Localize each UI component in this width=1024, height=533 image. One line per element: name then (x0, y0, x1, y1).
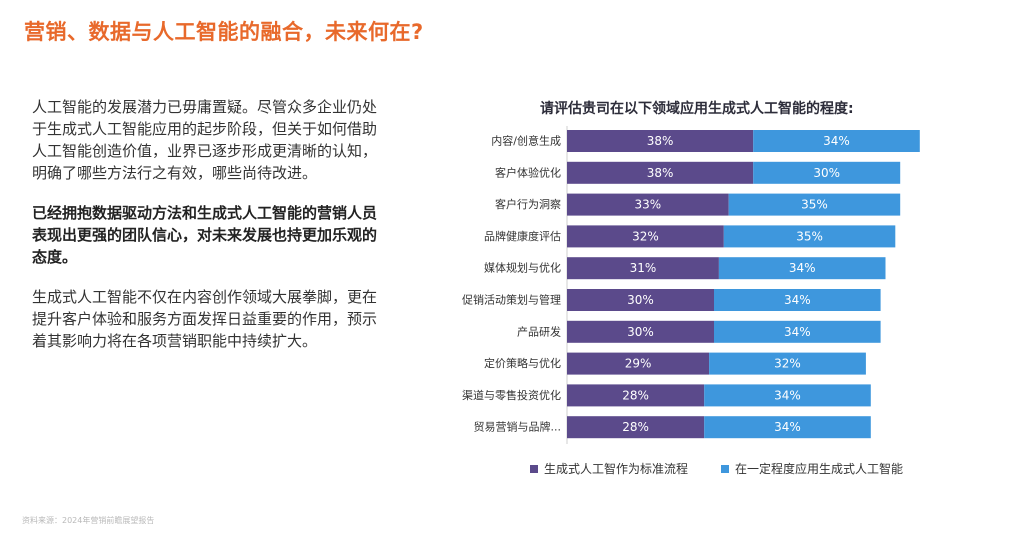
category-label: 贸易营销与品牌... (474, 420, 562, 434)
source-note: 资料来源：2024年营销前瞻展望报告 (22, 516, 155, 525)
bar-series-2 (728, 193, 901, 216)
category-label: 内容/创意生成 (491, 134, 561, 148)
page-title: 营销、数据与人工智能的融合，未来何在? (24, 20, 424, 44)
highlight-paragraph: 已经拥抱数据驱动方法和生成式人工智能的营销人员表现出更强的团队信心，对未来发展也… (32, 204, 378, 266)
data-label-series-1: 29% (625, 357, 652, 371)
bar-series-1 (567, 289, 714, 311)
category-label: 品牌健康度评估 (484, 229, 561, 243)
chart-title: 请评估贵司在以下领域应用生成式人工智能的程度: (540, 101, 854, 117)
data-label-series-2: 35% (796, 229, 823, 243)
data-label-series-2: 34% (823, 134, 850, 148)
text-column: 人工智能的发展潜力已毋庸置疑。尽管众多企业仍处于生成式人工智能应用的起步阶段，但… (32, 96, 382, 370)
bar-series-1 (567, 161, 754, 184)
data-label-series-1: 38% (647, 134, 674, 148)
bar-series-2 (723, 225, 896, 248)
data-label-series-1: 32% (632, 229, 659, 243)
data-label-series-2: 35% (801, 198, 828, 212)
data-label-series-1: 33% (635, 198, 662, 212)
bar-series-1 (567, 225, 724, 248)
data-label-series-2: 34% (774, 420, 801, 434)
legend-item-series-1: 生成式人工智作为标准流程 (530, 460, 688, 477)
data-label-series-2: 30% (813, 166, 840, 180)
data-label-series-2: 34% (784, 325, 811, 339)
bar-series-2 (753, 130, 920, 152)
bar-series-2 (753, 161, 901, 184)
bar-series-1 (567, 352, 710, 375)
bar-series-2 (704, 384, 871, 407)
bar-series-1 (567, 384, 705, 407)
legend-label-series-2: 在一定程度应用生成式人工智能 (735, 462, 904, 476)
data-label-series-2: 32% (774, 357, 801, 371)
bar-series-2 (718, 257, 886, 280)
data-label-series-2: 34% (774, 388, 801, 402)
category-label: 促销活动策划与管理 (462, 293, 561, 307)
data-label-series-1: 30% (627, 293, 654, 307)
category-label: 产品研发 (517, 324, 561, 338)
bar-series-1 (567, 193, 729, 216)
bar-series-1 (567, 257, 719, 280)
data-label-series-1: 30% (627, 325, 654, 339)
legend-swatch-series-2 (721, 464, 729, 473)
outlook-paragraph: 生成式人工智能不仅在内容创作领域大展拳脚，更在提升客户体验和服务方面发挥日益重要… (32, 288, 378, 350)
bar-series-1 (567, 130, 754, 152)
legend-item-series-2: 在一定程度应用生成式人工智能 (721, 460, 903, 477)
category-label: 客户体验优化 (495, 165, 561, 179)
bar-series-1 (567, 320, 714, 343)
legend-swatch-series-1 (530, 464, 538, 473)
data-label-series-1: 31% (630, 261, 657, 275)
legend-label-series-1: 生成式人工智作为标准流程 (544, 462, 689, 476)
data-label-series-2: 34% (789, 261, 816, 275)
data-label-series-1: 28% (622, 420, 649, 434)
bar-series-1 (567, 416, 705, 439)
data-label-series-2: 34% (784, 293, 811, 307)
category-label: 渠道与零售投资优化 (462, 388, 561, 402)
bar-series-2 (714, 320, 881, 343)
bar-series-2 (704, 416, 871, 439)
data-label-series-1: 38% (647, 166, 674, 180)
category-label: 定价策略与优化 (484, 356, 561, 370)
category-label: 客户行为洞察 (495, 197, 561, 211)
bar-series-2 (709, 352, 866, 375)
category-label: 媒体规划与优化 (484, 261, 561, 275)
data-label-series-1: 28% (622, 388, 649, 402)
intro-paragraph: 人工智能的发展潜力已毋庸置疑。尽管众多企业仍处于生成式人工智能应用的起步阶段，但… (32, 98, 378, 182)
bar-series-2 (714, 289, 881, 311)
